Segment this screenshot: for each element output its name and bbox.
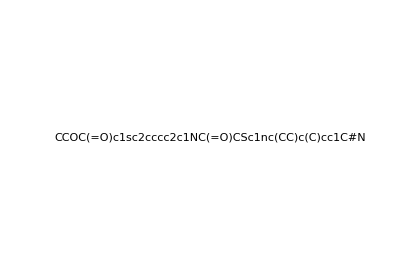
Text: CCOC(=O)c1sc2cccc2c1NC(=O)CSc1nc(CC)c(C)cc1C#N: CCOC(=O)c1sc2cccc2c1NC(=O)CSc1nc(CC)c(C)… xyxy=(54,132,365,142)
